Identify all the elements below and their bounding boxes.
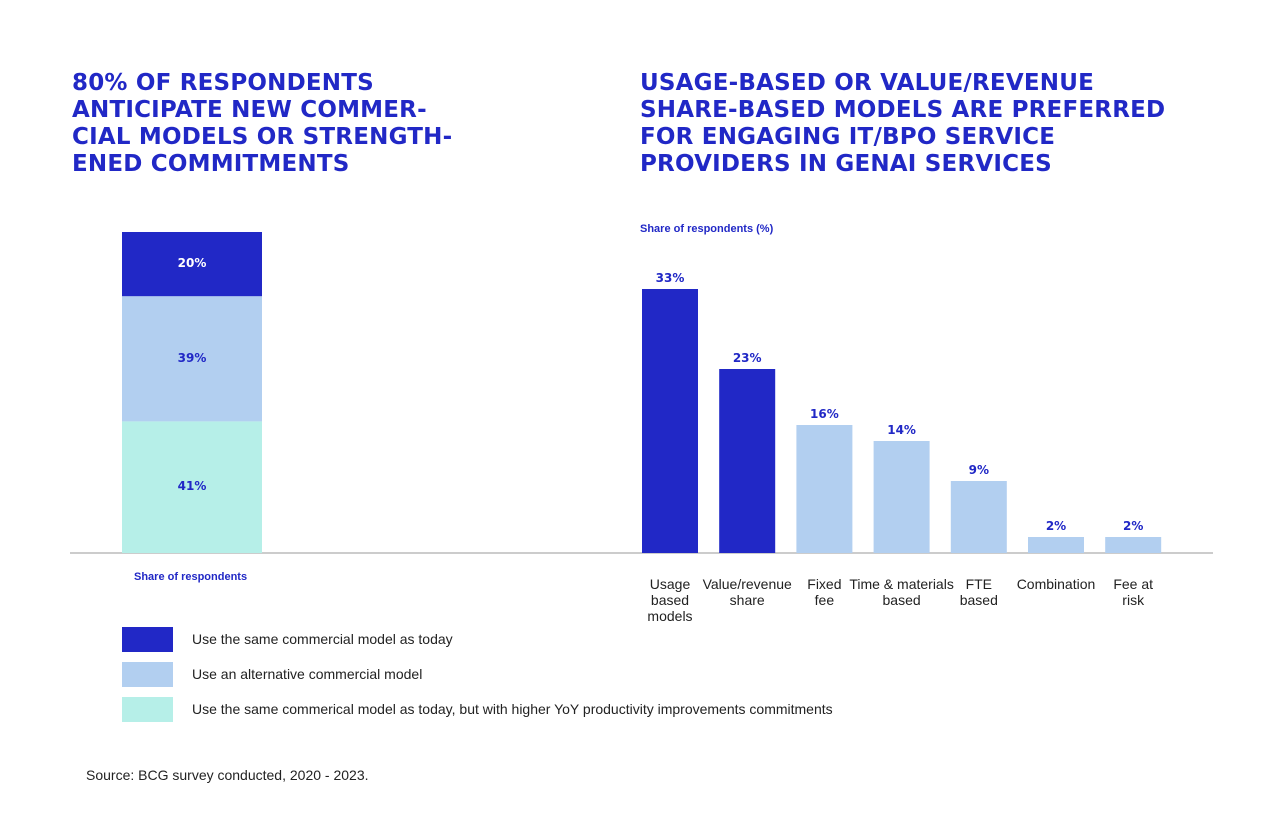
x-tick-label: Fixed fee: [807, 576, 842, 608]
legend-label: Use an alternative commercial model: [192, 666, 423, 682]
bar: [796, 425, 853, 553]
value-label: 14%: [887, 423, 916, 437]
bar: [719, 369, 776, 553]
left-title: 80% OF RESPONDENTS ANTICIPATE NEW COMMER…: [72, 70, 453, 177]
bar: [1028, 537, 1084, 553]
legend-label: Use the same commercial model as today: [192, 631, 453, 647]
x-tick-label: Fee at risk: [1113, 576, 1154, 608]
segment-label: 39%: [177, 350, 207, 365]
legend-swatch: [122, 662, 173, 687]
x-tick-label: Combination: [1016, 576, 1096, 592]
x-tick-label: FTE based: [959, 576, 998, 608]
value-label: 33%: [655, 271, 685, 285]
value-label: 2%: [1123, 519, 1144, 533]
bar: [1105, 537, 1162, 553]
value-label: 9%: [968, 463, 989, 477]
stack-segment: [122, 421, 262, 553]
x-tick-label: Value/revenue share: [702, 576, 792, 608]
segment-label: 20%: [177, 256, 207, 271]
value-label: 23%: [732, 351, 762, 365]
x-tick-label: Usage based models: [647, 576, 693, 624]
bar: [950, 481, 1007, 553]
y-axis-label: Share of respondents (%): [640, 223, 774, 235]
value-label: 2%: [1045, 519, 1067, 533]
stack-segment: [122, 232, 262, 297]
x-tick-label: Time & materials based: [849, 576, 954, 608]
bar: [642, 289, 698, 553]
right-title: USAGE-BASED OR VALUE/REVENUE SHARE-BASED…: [640, 70, 1166, 177]
segment-label: 41%: [177, 479, 207, 494]
legend-swatch: [122, 697, 173, 722]
x-category-label: Share of respondents: [134, 571, 248, 583]
bar: [873, 441, 930, 553]
legend-label: Use the same commerical model as today, …: [192, 701, 833, 717]
legend-swatch: [122, 627, 173, 652]
value-label: 16%: [810, 407, 839, 421]
stack-segment: [122, 296, 262, 422]
source: Source: BCG survey conducted, 2020 - 202…: [86, 767, 369, 783]
